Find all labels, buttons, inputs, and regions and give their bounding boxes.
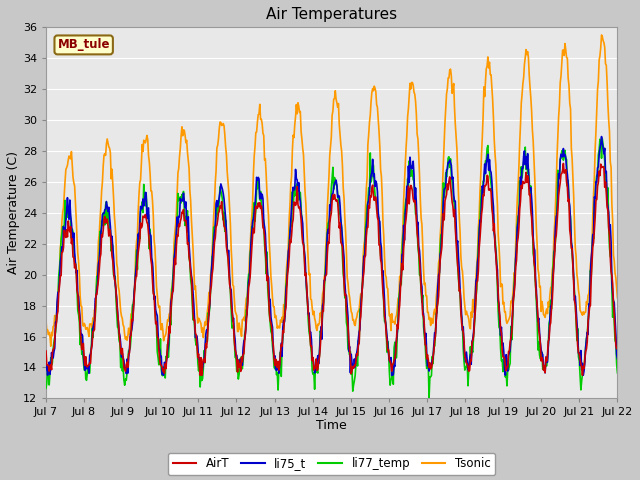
Title: Air Temperatures: Air Temperatures: [266, 7, 397, 22]
Text: MB_tule: MB_tule: [58, 38, 110, 51]
Y-axis label: Air Temperature (C): Air Temperature (C): [7, 151, 20, 275]
Legend: AirT, li75_t, li77_temp, Tsonic: AirT, li75_t, li77_temp, Tsonic: [168, 453, 495, 475]
X-axis label: Time: Time: [316, 419, 347, 432]
